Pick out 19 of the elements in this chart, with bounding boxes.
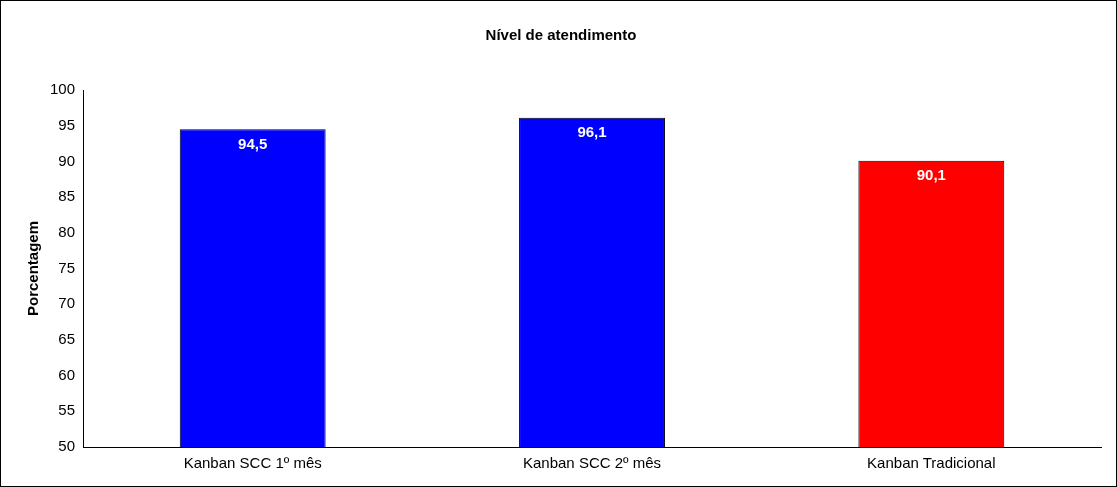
y-tick-label: 70 [58, 294, 76, 312]
y-tick-label: 50 [58, 437, 76, 455]
y-tick-label: 90 [58, 151, 76, 169]
y-tick-label: 65 [58, 330, 76, 348]
x-tick-label: Kanban SCC 1º mês [183, 454, 322, 472]
y-tick-label: 95 [58, 115, 76, 133]
y-tick-label: 85 [58, 187, 76, 205]
y-tick-label: 55 [58, 401, 76, 419]
y-tick-label: 75 [58, 258, 76, 276]
chart-title: Nível de atendimento [485, 26, 637, 44]
x-tick-label: Kanban Tradicional [867, 454, 996, 472]
data-label: 94,5 [238, 134, 268, 152]
y-tick-label: 100 [50, 80, 76, 98]
y-tick-label: 80 [58, 222, 76, 240]
data-label: 90,1 [916, 166, 946, 184]
data-label: 96,1 [577, 123, 607, 141]
x-tick-label: Kanban SCC 2º mês [522, 454, 662, 472]
y-axis-title: Porcentagem [24, 220, 42, 317]
y-tick-label: 60 [58, 365, 76, 383]
